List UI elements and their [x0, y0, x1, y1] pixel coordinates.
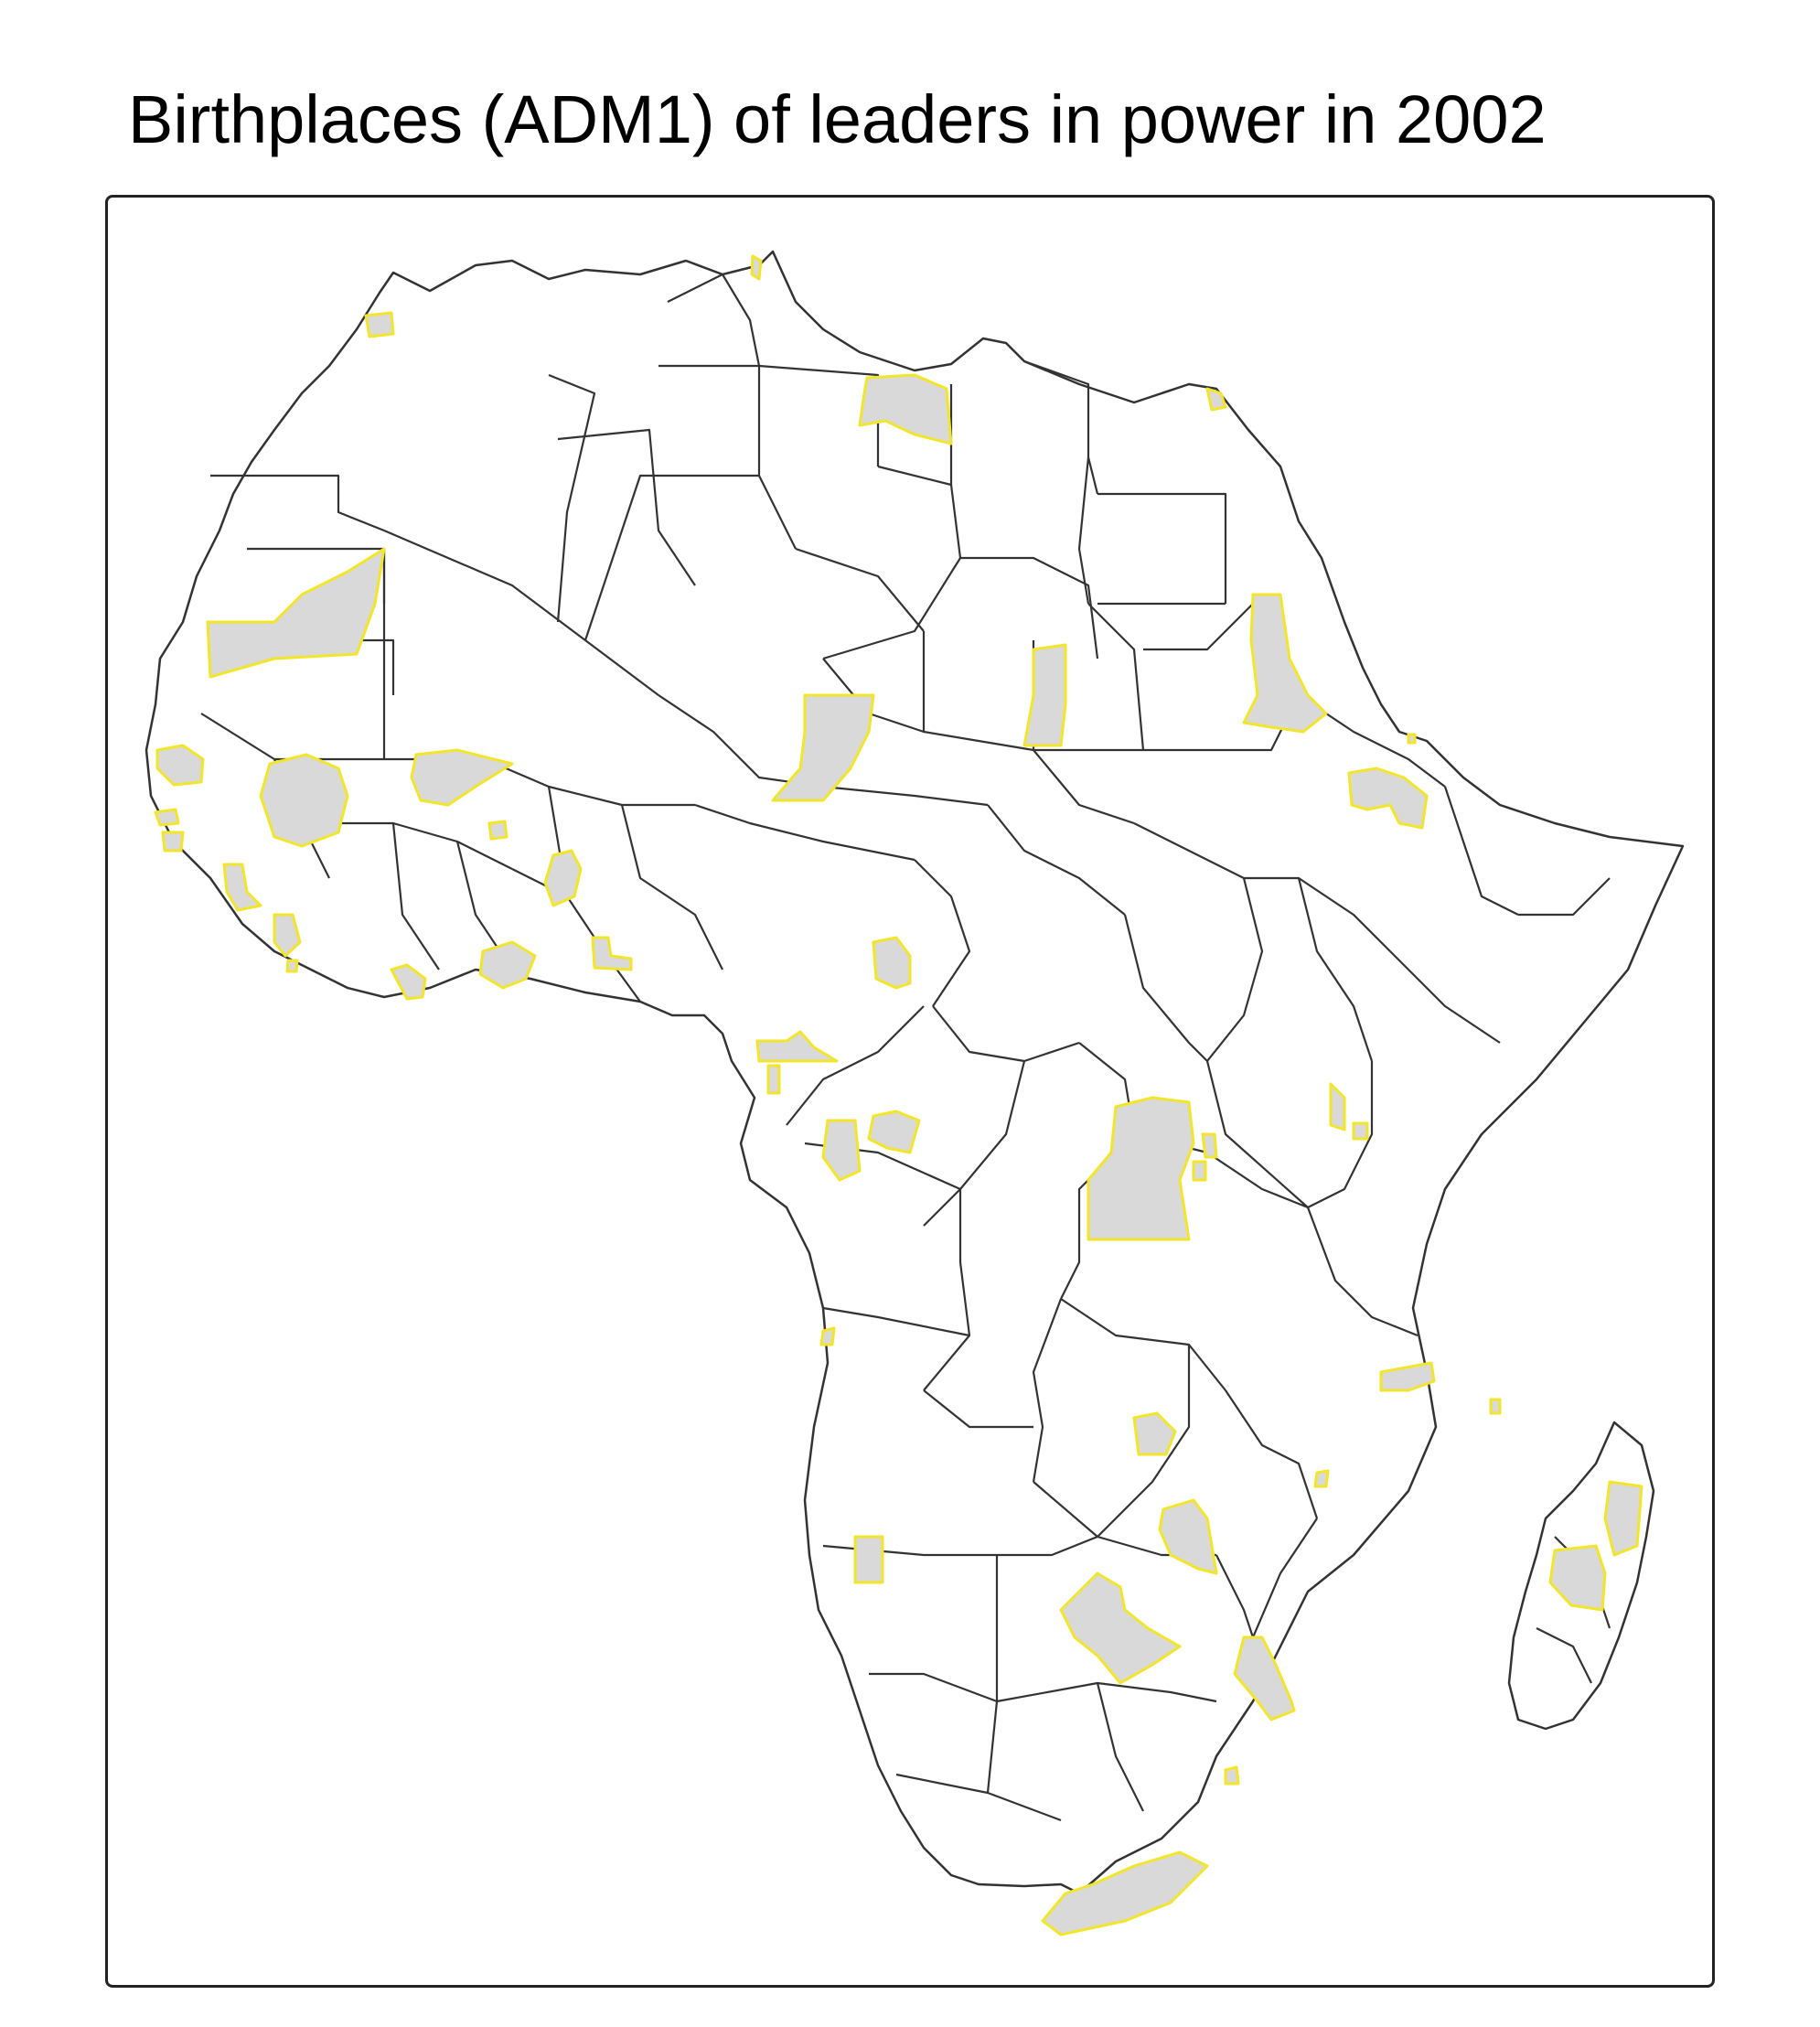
region-highlight — [259, 753, 349, 848]
region-highlight — [390, 963, 427, 1001]
africa-mainland-outline — [145, 250, 1685, 1895]
region-highlight — [858, 373, 953, 445]
region-highlight — [1059, 1571, 1182, 1685]
region-highlight — [478, 940, 537, 990]
region-highlight — [821, 1119, 862, 1182]
region-highlight — [222, 863, 262, 912]
region-highlight — [771, 693, 875, 802]
region-highlight — [487, 820, 509, 841]
region-highlight — [364, 311, 395, 338]
region-highlight — [1242, 593, 1328, 734]
region-highlight — [1192, 1160, 1207, 1182]
region-highlight — [161, 831, 185, 853]
region-highlight — [1379, 1361, 1436, 1392]
region-highlight — [155, 744, 205, 787]
region-highlight — [1205, 387, 1227, 412]
region-highlight — [1233, 1636, 1296, 1721]
region-highlight — [591, 936, 633, 971]
region-highlight — [1158, 1498, 1218, 1575]
region-highlight — [1548, 1544, 1607, 1612]
map-title: Birthplaces (ADM1) of leaders in power i… — [128, 81, 1547, 157]
region-highlight — [1352, 1121, 1369, 1141]
region-highlight — [1022, 643, 1067, 747]
region-highlight — [1407, 733, 1417, 745]
region-highlight — [1087, 1096, 1195, 1241]
region-highlight — [543, 849, 583, 907]
region-highlight — [1224, 1765, 1240, 1786]
region-highlight — [1603, 1480, 1643, 1557]
region-highlight — [206, 547, 386, 679]
region-highlight — [867, 1110, 921, 1154]
region-highlight — [285, 959, 299, 973]
region-highlight — [1201, 1132, 1218, 1159]
region-highlight — [853, 1535, 884, 1584]
region-highlight — [410, 748, 514, 807]
region-highlight — [1347, 767, 1429, 830]
region-highlight — [273, 913, 302, 958]
region-highlight — [1313, 1469, 1330, 1488]
region-highlight — [1132, 1411, 1177, 1456]
region-highlight — [1041, 1850, 1209, 1936]
region-highlight — [872, 936, 912, 990]
region-highlight — [755, 1030, 839, 1063]
region-highlight — [750, 254, 763, 281]
region-highlight — [1489, 1398, 1502, 1415]
region-highlight — [766, 1064, 781, 1095]
region-highlight — [1329, 1082, 1346, 1131]
region-highlight — [819, 1326, 836, 1346]
region-highlight — [154, 808, 180, 827]
